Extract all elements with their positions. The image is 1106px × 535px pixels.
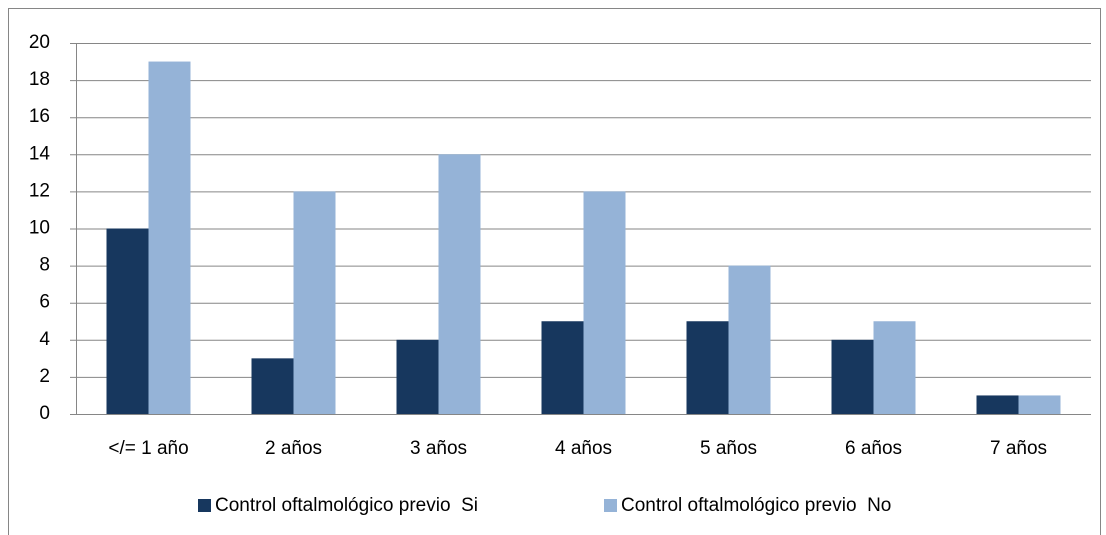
bar xyxy=(106,228,149,414)
bar xyxy=(583,191,626,414)
x-tick-label: </= 1 año xyxy=(108,438,188,459)
bar xyxy=(728,265,771,414)
y-tick-label: 0 xyxy=(39,403,50,424)
bar xyxy=(976,395,1019,414)
bar xyxy=(438,154,481,415)
bar xyxy=(251,358,294,414)
y-tick-label: 18 xyxy=(29,69,50,90)
y-tick-label: 6 xyxy=(39,292,50,313)
bar xyxy=(541,321,584,414)
x-tick-label: 4 años xyxy=(555,438,612,459)
legend-swatch xyxy=(198,499,211,512)
y-tick-label: 14 xyxy=(29,143,51,164)
y-tick-label: 8 xyxy=(39,255,50,276)
bar xyxy=(1018,395,1061,414)
legend-swatch xyxy=(604,499,617,512)
bar xyxy=(148,61,191,415)
x-tick-label: 2 años xyxy=(265,438,322,459)
y-tick-label: 2 xyxy=(39,366,50,387)
x-tick-label: 3 años xyxy=(410,438,467,459)
y-tick-label: 12 xyxy=(29,180,50,201)
legend-label: Control oftalmológico previo Si xyxy=(215,495,478,516)
chart-frame xyxy=(8,8,1101,535)
bar xyxy=(686,321,729,414)
bar xyxy=(293,191,336,414)
bar xyxy=(396,339,439,414)
bar xyxy=(831,339,874,414)
x-tick-label: 6 años xyxy=(845,438,902,459)
legend-label: Control oftalmológico previo No xyxy=(621,495,891,516)
y-tick-label: 16 xyxy=(29,106,50,127)
y-tick-label: 10 xyxy=(29,218,50,239)
x-tick-label: 7 años xyxy=(990,438,1047,459)
y-tick-label: 20 xyxy=(29,32,50,53)
bar xyxy=(873,321,916,414)
x-tick-label: 5 años xyxy=(700,438,757,459)
y-tick-label: 4 xyxy=(39,329,50,350)
